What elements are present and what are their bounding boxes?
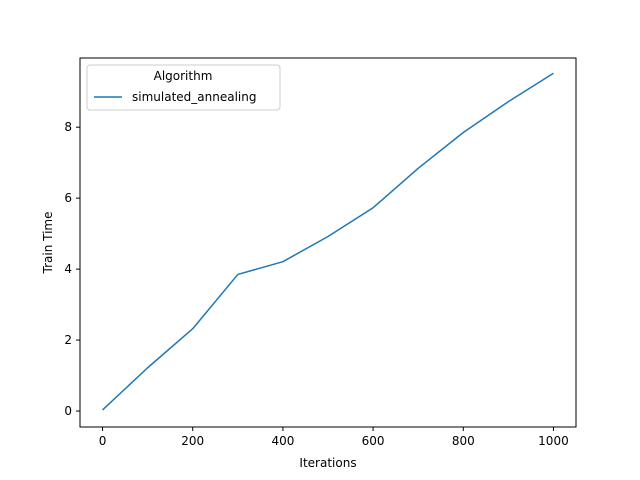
y-tick-label: 0 <box>64 404 72 418</box>
x-axis: 0 200 400 600 800 1000 <box>99 427 569 448</box>
series-line-simulated_annealing <box>102 72 554 411</box>
axes-frame <box>79 57 577 428</box>
x-tick-label: 400 <box>271 434 294 448</box>
y-tick-label: 8 <box>64 120 72 134</box>
y-tick-label: 2 <box>64 333 72 347</box>
y-tick-label: 4 <box>64 262 72 276</box>
y-axis-title: Train Time <box>41 212 55 275</box>
legend: Algorithm simulated_annealing <box>86 64 281 111</box>
y-tick-label: 6 <box>64 191 72 205</box>
x-axis-title: Iterations <box>299 456 356 470</box>
legend-title: Algorithm <box>154 69 213 83</box>
legend-entry-label: simulated_annealing <box>132 90 256 104</box>
legend-box <box>86 64 281 111</box>
x-tick-label: 800 <box>452 434 475 448</box>
y-axis: 0 2 4 6 8 <box>64 120 80 418</box>
x-tick-label: 0 <box>99 434 107 448</box>
x-tick-label: 1000 <box>538 434 569 448</box>
x-tick-label: 600 <box>362 434 385 448</box>
plot-area <box>102 72 554 411</box>
x-tick-label: 200 <box>181 434 204 448</box>
